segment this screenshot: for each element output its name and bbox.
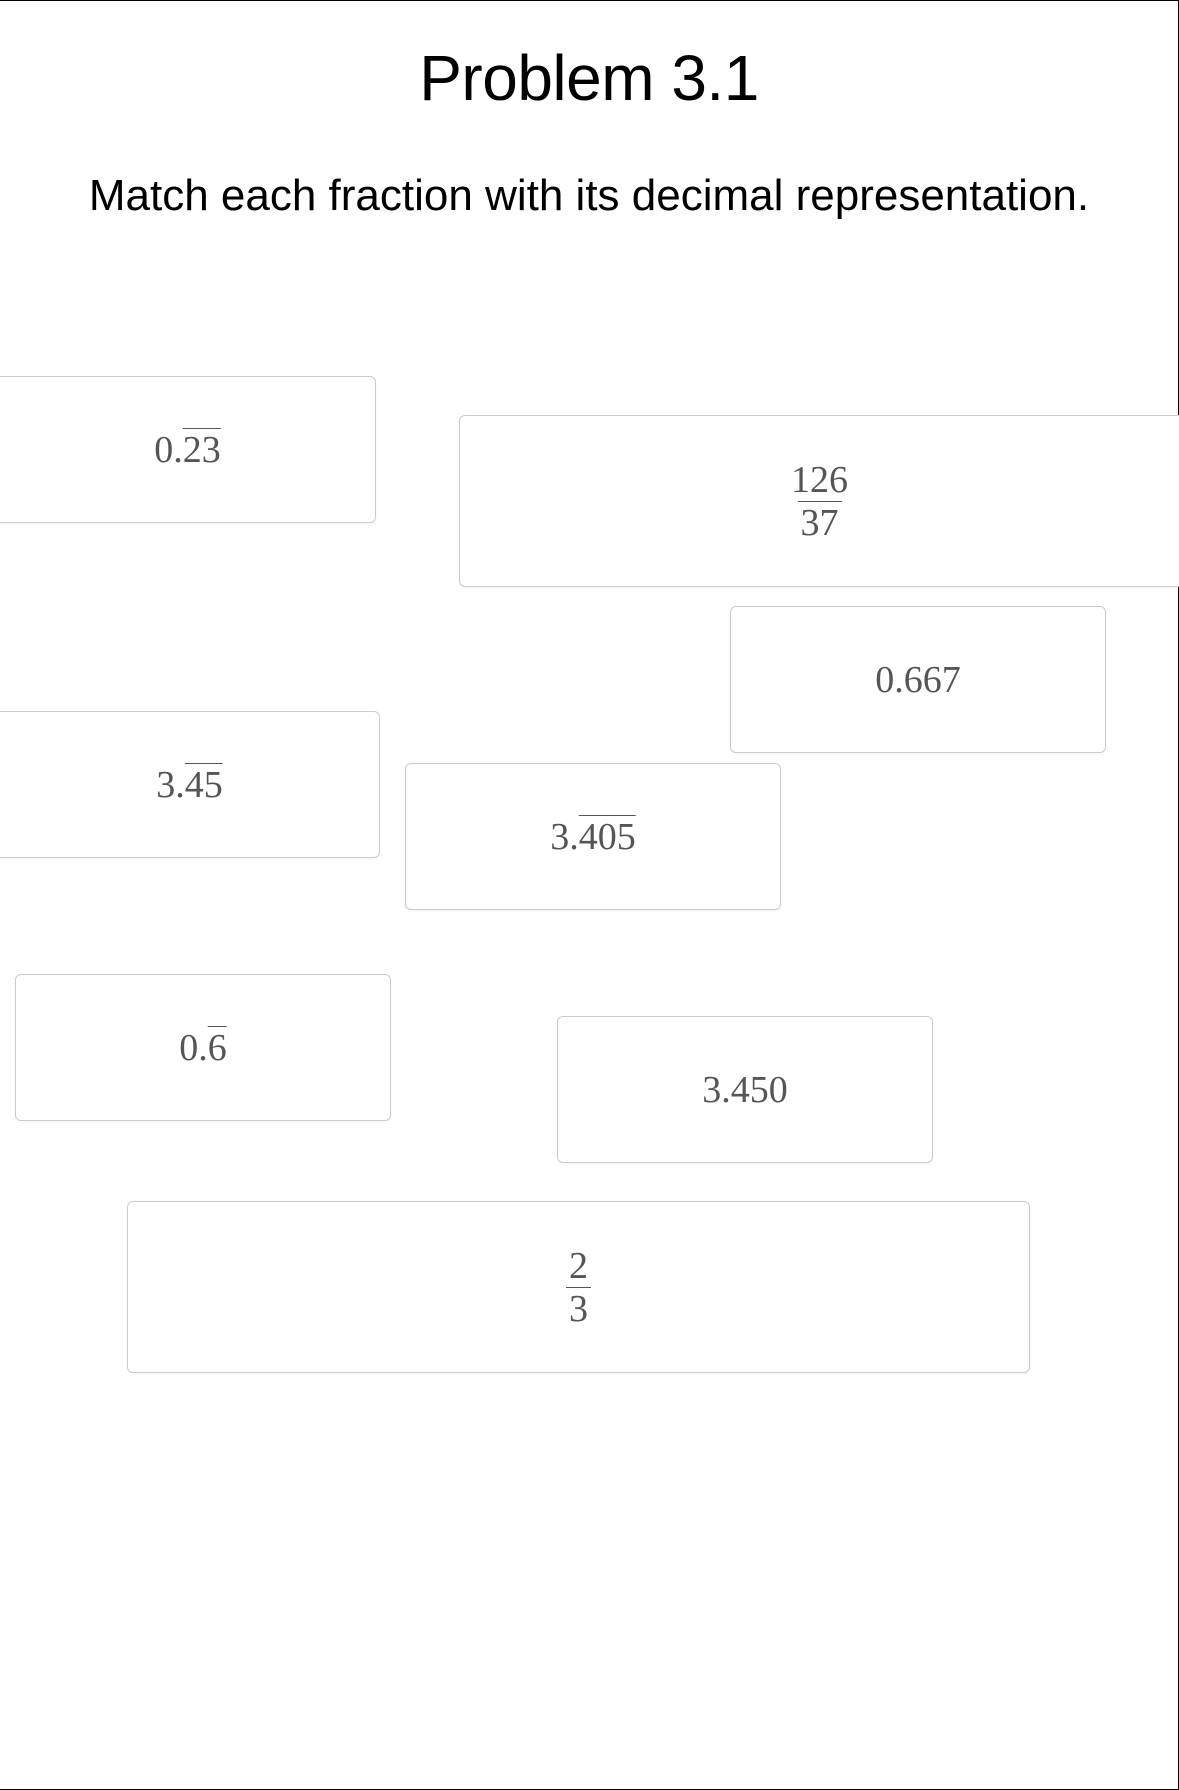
math-value: 3.405 [550, 815, 636, 859]
tile-fraction-2-3[interactable]: 2 3 [127, 1201, 1030, 1373]
tile-decimal-3-45-repeating[interactable]: 3.45 [0, 711, 380, 858]
math-value: 3.45 [156, 763, 223, 807]
tile-decimal-0-6-repeating[interactable]: 0.6 [15, 974, 391, 1121]
problem-title: Problem 3.1 [0, 41, 1178, 115]
math-value: 0.23 [154, 428, 221, 472]
tile-decimal-0-23-repeating[interactable]: 0.23 [0, 376, 376, 523]
math-value: 3.450 [702, 1068, 788, 1112]
tile-decimal-0-667[interactable]: 0.667 [730, 606, 1106, 753]
math-value: 0.667 [875, 658, 961, 702]
tile-decimal-3-450[interactable]: 3.450 [557, 1016, 933, 1163]
problem-instruction: Match each fraction with its decimal rep… [0, 165, 1178, 227]
tile-fraction-126-37[interactable]: 126 37 [459, 415, 1179, 587]
math-value: 126 37 [788, 461, 851, 542]
math-value: 0.6 [179, 1026, 227, 1070]
tile-decimal-3-405-repeating[interactable]: 3.405 [405, 763, 781, 910]
math-value: 2 3 [566, 1247, 591, 1328]
